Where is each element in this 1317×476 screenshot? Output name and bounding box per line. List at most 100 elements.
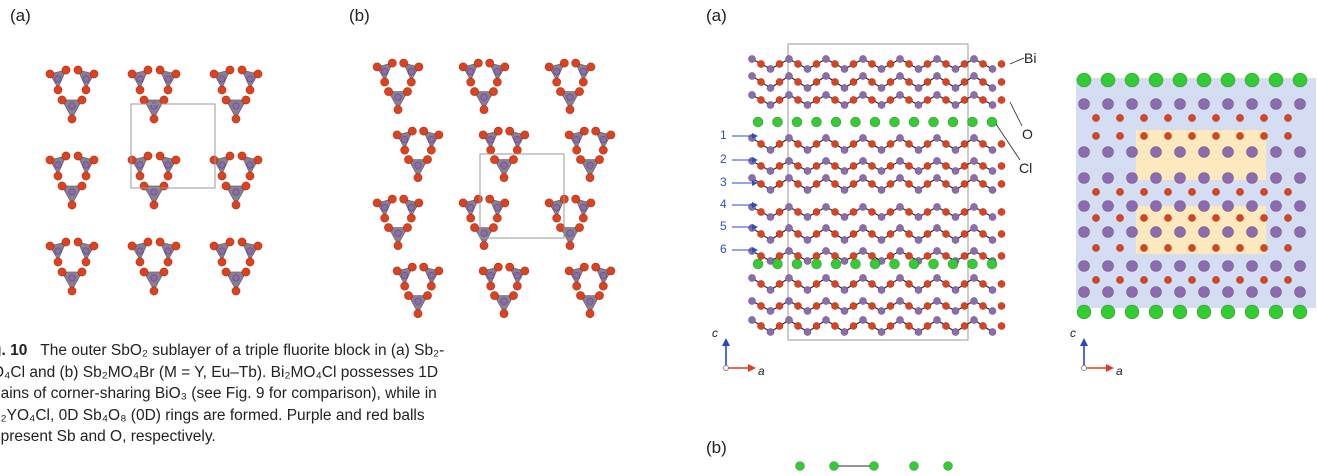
o-atom [868, 280, 876, 288]
o-atom [1212, 188, 1220, 196]
o-atom [67, 200, 77, 210]
cl-atom [1100, 72, 1116, 88]
sb-atom [1246, 98, 1258, 110]
o-atom [159, 267, 169, 277]
o-atom [489, 87, 499, 97]
cl-atom [1220, 72, 1236, 88]
cl-atom [811, 116, 822, 128]
bi-atom [877, 84, 886, 92]
o-atom [868, 78, 876, 86]
o-atom [794, 162, 802, 170]
o-atom [53, 257, 63, 267]
o-atom [606, 130, 616, 140]
o-atom [812, 230, 821, 238]
bi-atom [933, 174, 941, 182]
o-atom [135, 85, 145, 95]
sb-atom [68, 102, 76, 110]
sb-atom [1102, 172, 1114, 184]
o-atom [960, 302, 969, 310]
bi-atom [933, 224, 941, 232]
bi-atom [933, 297, 941, 305]
o-atom [794, 180, 802, 188]
bi-atom [988, 84, 997, 92]
bi-atom [859, 55, 867, 63]
cl-atom [1292, 72, 1308, 88]
o-atom [595, 155, 605, 165]
o-atom [139, 181, 149, 191]
bi-atom [803, 307, 812, 315]
o-atom [886, 180, 895, 188]
bi-atom [785, 247, 793, 255]
bi-atom [988, 307, 997, 315]
bi-atom [859, 72, 867, 80]
row-arrow-head [752, 133, 758, 139]
sb-atom [401, 136, 409, 144]
sb-atom [573, 136, 581, 144]
bi-atom [933, 247, 941, 255]
o-atom [794, 230, 802, 238]
cl-atom [889, 258, 900, 270]
o-atom [143, 65, 153, 75]
bi-atom [877, 328, 886, 336]
bi-atom [970, 224, 978, 232]
bi-atom [840, 307, 849, 315]
o-atom [564, 130, 574, 140]
bi-atom [988, 146, 997, 154]
bi-atom [840, 257, 849, 265]
o-atom [512, 281, 522, 291]
o-atom [1260, 244, 1268, 252]
o-atom [399, 194, 409, 204]
o-atom [509, 291, 519, 301]
bi-atom [859, 203, 867, 211]
cl-atom [947, 116, 959, 128]
cl-atom [850, 258, 861, 270]
unit-cell-outline [130, 103, 216, 189]
sb-atom [54, 161, 62, 169]
o-atom [512, 145, 522, 155]
o-atom [849, 302, 858, 310]
o-atom [942, 162, 950, 170]
o-atom [81, 85, 91, 95]
bi-atom [803, 84, 812, 92]
sb-atom [1078, 226, 1090, 238]
o-atom [1140, 214, 1148, 222]
unit-cell-outline [787, 43, 969, 341]
sb-atom [164, 247, 172, 255]
o-atom [1236, 244, 1244, 252]
o-atom [905, 180, 913, 188]
o-atom [217, 171, 227, 181]
cl-atom [772, 116, 783, 128]
o-atom [1236, 276, 1244, 284]
o-atom [143, 151, 153, 161]
o-atom [380, 213, 390, 223]
o-atom [886, 322, 895, 330]
sb-atom [579, 204, 587, 212]
sb-atom [1222, 98, 1234, 110]
o-atom [831, 208, 839, 216]
sb-atom [1102, 260, 1114, 272]
sb-atom [1222, 172, 1234, 184]
bi-atom [785, 203, 793, 211]
o-atom [757, 180, 765, 188]
bi-atom [859, 247, 867, 255]
o-atom [575, 223, 585, 233]
o-atom [419, 262, 429, 272]
o-atom [812, 162, 821, 170]
o-atom [1164, 214, 1172, 222]
bi-atom [822, 157, 830, 165]
bi-atom [785, 72, 793, 80]
sb-atom [394, 93, 402, 101]
bi-atom [914, 84, 923, 92]
o-atom [470, 223, 480, 233]
o-atom [579, 262, 589, 272]
o-atom [942, 252, 950, 260]
o-atom [905, 302, 913, 310]
o-atom [1236, 132, 1244, 140]
o-atom [155, 237, 165, 247]
o-atom [73, 237, 83, 247]
o-atom [406, 77, 416, 87]
o-atom [402, 223, 412, 233]
o-atom [486, 281, 496, 291]
o-atom [61, 65, 71, 75]
o-atom [231, 114, 241, 124]
